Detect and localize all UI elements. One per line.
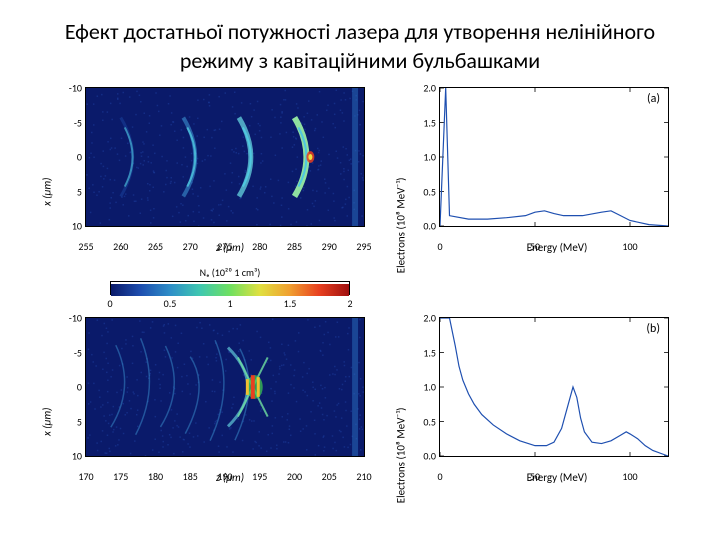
spectrum-b-plot: (b) 0.00.51.01.52.0 050100	[439, 317, 669, 457]
spec-xtick: 0	[437, 240, 442, 253]
spectrum-b-panel: Electrons (10⁸ MeV⁻¹) (b) 0.00.51.01.52.…	[395, 317, 675, 484]
xtick: 295	[356, 240, 371, 253]
spectrum-a-panel: Electrons (10⁸ MeV⁻¹) (a) 0.00.51.01.52.…	[395, 87, 675, 254]
figure-grid: x (μm) -10-50510 25526026527027528028529…	[0, 87, 720, 484]
spec-ytick: 0.5	[423, 415, 436, 428]
xtick: 285	[287, 240, 302, 253]
heatmap-top: -10-50510 255260265270275280285290295	[85, 87, 365, 227]
spectrum-a-ylabel: Electrons (10⁸ MeV⁻¹)	[395, 177, 408, 273]
xtick: 265	[148, 240, 163, 253]
spectrum-a-plot: (a) 0.00.51.01.52.0 050100	[439, 87, 669, 227]
spec-ytick: 1.0	[423, 151, 436, 164]
heatmap-top-panel: x (μm) -10-50510 25526026527027528028529…	[45, 87, 375, 254]
spec-xtick: 100	[622, 470, 637, 483]
ytick: -10	[69, 82, 82, 95]
xtick: 200	[287, 470, 302, 483]
spec-ytick: 0.0	[423, 450, 436, 463]
ytick: -5	[74, 346, 82, 359]
colorbar-tick: 0.5	[164, 297, 177, 310]
ytick: 10	[72, 450, 82, 463]
xtick: 195	[252, 470, 267, 483]
heatmap-bottom-ylabel: x (μm)	[41, 407, 54, 436]
colorbar-title: Nₑ (10²⁰ 1 cm³)	[200, 266, 261, 279]
ytick: 0	[77, 151, 82, 164]
spec-xtick: 50	[530, 240, 540, 253]
spec-ytick: 1.5	[423, 116, 436, 129]
spec-xtick: 100	[622, 240, 637, 253]
ytick: 0	[77, 381, 82, 394]
spectrum-b-label: (b)	[646, 322, 660, 336]
spec-ytick: 1.0	[423, 381, 436, 394]
xtick: 175	[113, 470, 128, 483]
spectrum-b-ylabel: Electrons (10⁸ MeV⁻¹)	[395, 407, 408, 503]
xtick: 180	[148, 470, 163, 483]
colorbar-tick: 1	[227, 297, 232, 310]
spectrum-a-label: (a)	[647, 92, 660, 106]
spec-ytick: 2.0	[423, 82, 436, 95]
xtick: 190	[217, 470, 232, 483]
xtick: 255	[78, 240, 93, 253]
heatmap-bottom-panel: x (μm) -10-50510 17017518018519019520020…	[45, 317, 375, 484]
colorbar-row: Nₑ (10²⁰ 1 cm³) 0 0.5 1 1.5 2	[85, 266, 375, 309]
ytick: 5	[77, 415, 82, 428]
colorbar-tick: 2	[347, 297, 352, 310]
spec-ytick: 0.5	[423, 185, 436, 198]
xtick: 170	[78, 470, 93, 483]
ytick: -10	[69, 312, 82, 325]
ytick: 10	[72, 220, 82, 233]
spectrum-a-xlabel: Energy (MeV)	[439, 241, 675, 254]
spec-xtick: 50	[530, 470, 540, 483]
colorbar-tick: 1.5	[284, 297, 297, 310]
spec-ytick: 2.0	[423, 312, 436, 325]
slide-title: Ефект достатньої потужності лазера для у…	[0, 0, 720, 87]
spec-xtick: 0	[437, 470, 442, 483]
xtick: 280	[252, 240, 267, 253]
ytick: 5	[77, 185, 82, 198]
xtick: 290	[322, 240, 337, 253]
spec-ytick: 1.5	[423, 346, 436, 359]
spectrum-b-xlabel: Energy (MeV)	[439, 471, 675, 484]
xtick: 205	[322, 470, 337, 483]
xtick: 210	[356, 470, 371, 483]
ytick: -5	[74, 116, 82, 129]
xtick: 185	[183, 470, 198, 483]
xtick: 260	[113, 240, 128, 253]
colorbar-tick: 0	[107, 297, 112, 310]
heatmap-bottom: -10-50510 170175180185190195200205210	[85, 317, 365, 457]
spec-ytick: 0.0	[423, 220, 436, 233]
colorbar	[110, 281, 350, 295]
xtick: 270	[183, 240, 198, 253]
xtick: 275	[217, 240, 232, 253]
heatmap-top-ylabel: x (μm)	[41, 177, 54, 206]
